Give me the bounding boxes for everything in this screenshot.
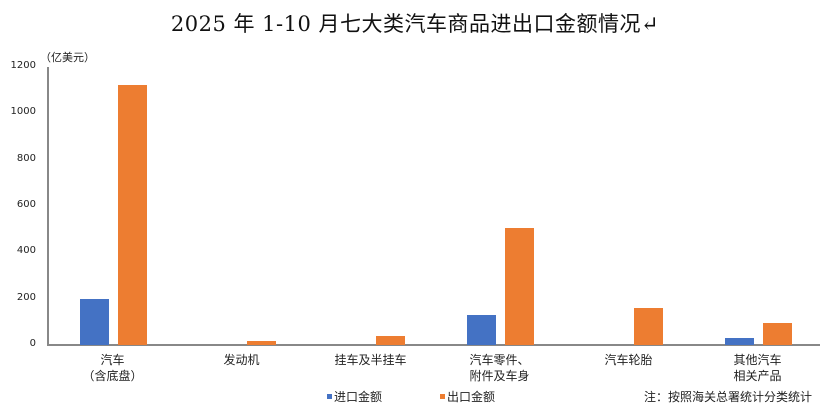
y-tick-label: 0 bbox=[29, 338, 36, 349]
y-axis-line bbox=[47, 67, 49, 345]
y-tick-label: 600 bbox=[16, 199, 36, 210]
x-axis-line bbox=[47, 344, 820, 346]
footnote: 注：按照海关总署统计分类统计 bbox=[644, 390, 813, 404]
bar-export bbox=[117, 85, 147, 345]
legend-item-import: 进口金额 bbox=[327, 388, 382, 405]
bar-export bbox=[633, 308, 663, 345]
bar-import bbox=[724, 338, 754, 345]
y-tick-label: 800 bbox=[16, 152, 36, 164]
bar-export bbox=[246, 341, 276, 345]
y-tick-label: 400 bbox=[16, 245, 36, 257]
legend-label-export: 出口金额 bbox=[447, 390, 496, 404]
bar-import bbox=[79, 298, 109, 345]
bar-export bbox=[375, 335, 405, 345]
x-tick-label: 汽车 （含底盘） bbox=[82, 353, 143, 383]
x-tick-label: 挂车及半挂车 bbox=[334, 353, 407, 367]
legend-item-export: 出口金额 bbox=[440, 388, 495, 405]
x-tick-label: 汽车轮胎 bbox=[604, 353, 653, 367]
legend-swatch-import bbox=[327, 394, 332, 399]
legend-swatch-export bbox=[440, 394, 445, 399]
y-axis-unit: （亿美元） bbox=[40, 51, 95, 64]
y-tick-label: 1000 bbox=[10, 106, 36, 118]
bar-import bbox=[466, 314, 496, 345]
legend-label-import: 进口金额 bbox=[334, 390, 383, 404]
x-tick-label: 其他汽车 相关产品 bbox=[733, 353, 782, 383]
bar-export bbox=[504, 227, 534, 345]
bar-export bbox=[762, 322, 792, 345]
x-tick-label: 发动机 bbox=[223, 353, 260, 367]
chart-title: 2025 年 1-10 月七大类汽车商品进出口金额情况↵ bbox=[170, 12, 660, 36]
x-tick-label: 汽车零件、 附件及车身 bbox=[469, 353, 530, 383]
y-tick-label: 1200 bbox=[10, 60, 36, 71]
y-tick-label: 200 bbox=[16, 291, 36, 303]
